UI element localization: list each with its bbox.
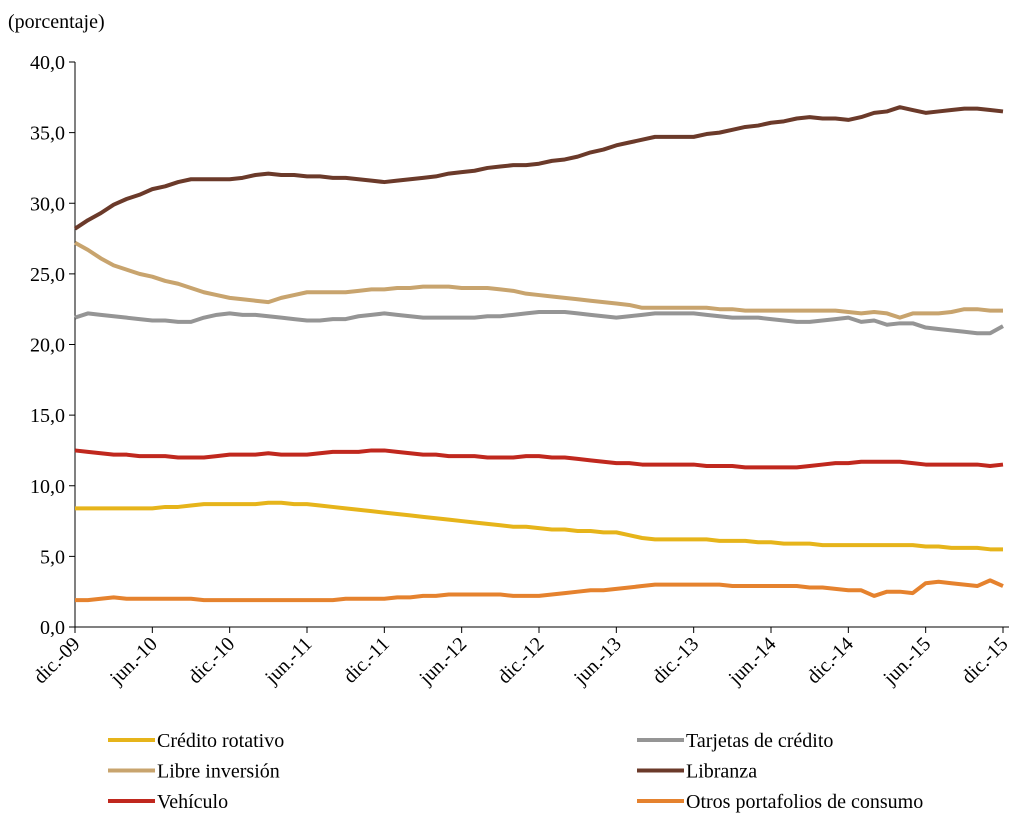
y-tick-label: 35,0	[30, 123, 65, 145]
series-line	[73, 105, 1004, 231]
x-tick-label: dic.-10	[184, 633, 239, 688]
y-tick-label: 40,0	[30, 52, 65, 74]
legend-label: Libre inversión	[157, 761, 280, 783]
y-tick-label: 25,0	[30, 264, 65, 286]
y-axis-label: (porcentaje)	[8, 11, 105, 33]
legend-label: Libranza	[686, 761, 757, 783]
x-tick-label: jun.-15	[878, 633, 935, 690]
legend-label: Crédito rotativo	[157, 730, 284, 752]
legend-label: Otros portafolios de consumo	[686, 791, 923, 813]
series-line	[74, 448, 1004, 470]
y-tick-label: 10,0	[30, 476, 65, 498]
x-tick-label: jun.-14	[724, 633, 781, 690]
y-tick-label: 20,0	[30, 335, 65, 357]
x-tick-label: dic.-13	[648, 633, 703, 688]
x-tick-label: jun.-12	[414, 633, 471, 690]
y-tick-label: 30,0	[30, 193, 65, 215]
legend-label: Tarjetas de crédito	[686, 730, 833, 752]
x-tick-label: dic.-15	[957, 633, 1011, 688]
y-tick-label: 15,0	[30, 405, 65, 427]
x-tick-label: jun.-13	[569, 633, 626, 690]
x-tick-label: dic.-12	[493, 633, 548, 688]
series-line	[75, 500, 1003, 552]
legend-label: Vehículo	[157, 791, 228, 813]
series-line	[74, 310, 1004, 336]
x-tick-label: jun.-11	[260, 633, 316, 689]
x-tick-label: dic.-11	[339, 633, 394, 688]
x-tick-label: dic.-09	[29, 633, 84, 688]
y-tick-label: 0,0	[40, 617, 65, 639]
series-line	[74, 241, 1003, 320]
y-tick-label: 5,0	[40, 546, 65, 568]
x-tick-label: jun.-10	[105, 633, 162, 690]
x-tick-label: dic.-14	[803, 633, 858, 688]
series-line	[75, 578, 1004, 603]
